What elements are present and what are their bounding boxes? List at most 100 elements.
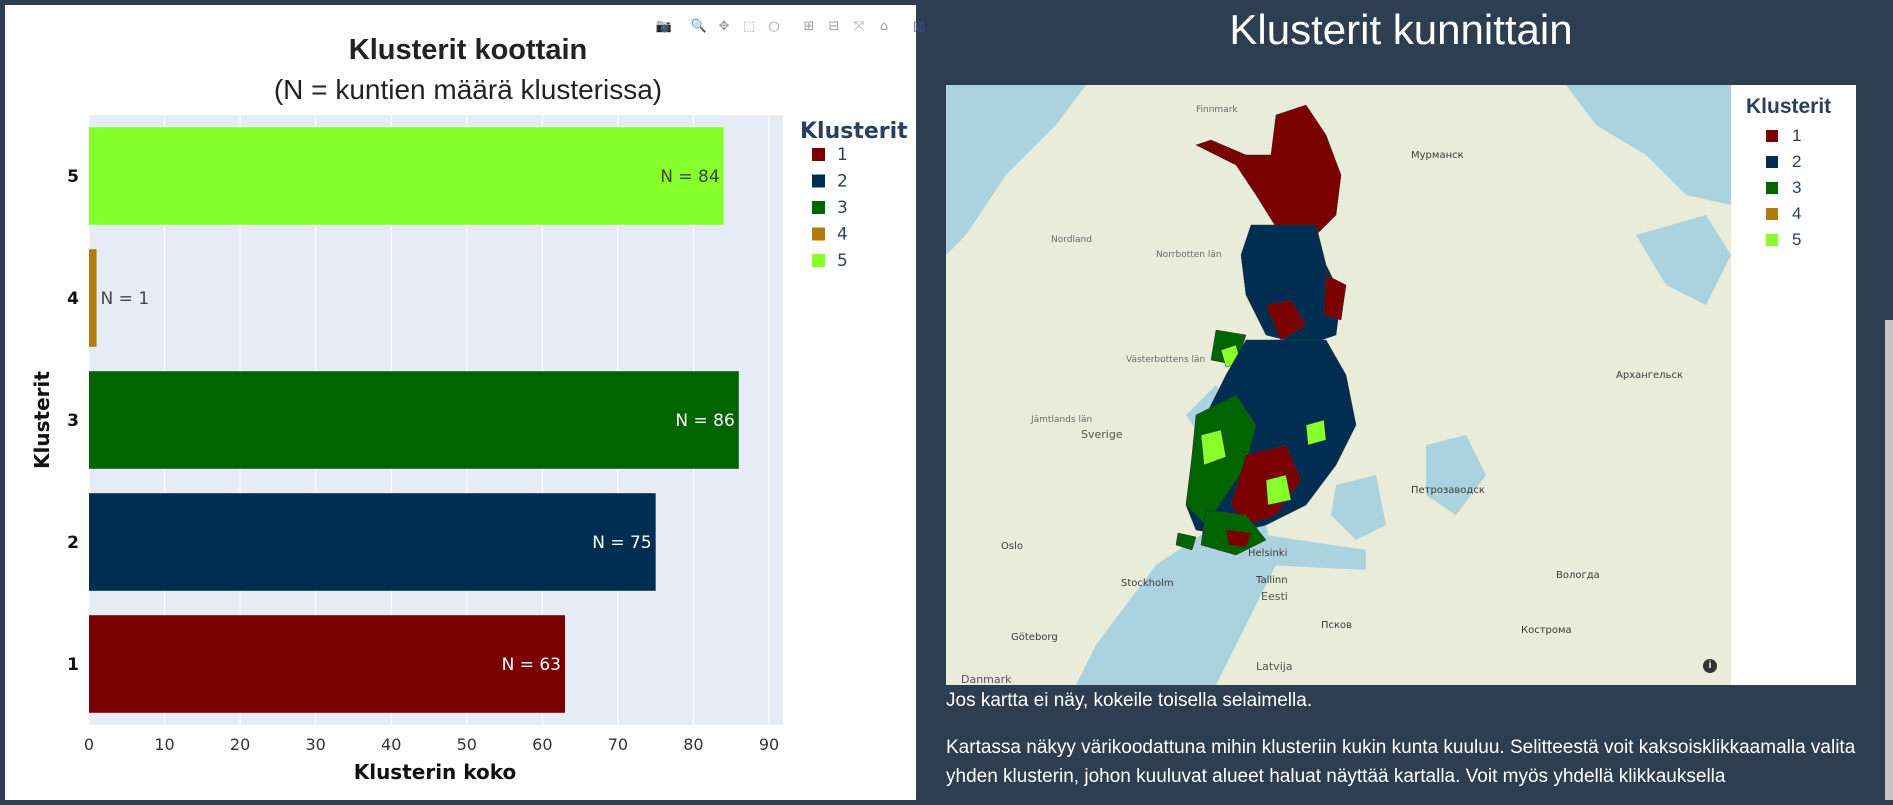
aland-islands <box>1175 532 1197 551</box>
info-icon[interactable]: i <box>1703 659 1717 673</box>
oulu-area <box>1265 299 1307 341</box>
y-tick-1: 1 <box>67 655 79 675</box>
bar-cluster-3[interactable] <box>89 371 739 469</box>
map-title: Klusterit kunnittain <box>1229 6 1573 53</box>
autoscale-icon[interactable]: ⤧ <box>853 18 865 34</box>
map-label-arkhangelsk: Архангельск <box>1616 370 1684 381</box>
chart-subtitle: (N = kuntien määrä klusterissa) <box>274 74 662 105</box>
map-legend-item-2[interactable]: 2 <box>1746 149 1856 175</box>
bar-cluster-5[interactable] <box>89 127 724 225</box>
map-label-sverige: Sverige <box>1081 428 1123 441</box>
zoom-out-icon[interactable]: ⊟ <box>828 18 840 34</box>
map-label-vologda: Вологда <box>1556 570 1600 581</box>
lake-ladoga <box>1331 475 1386 540</box>
map-container: Мурманск Архангельск Петрозаводск Вологд… <box>946 85 1856 685</box>
map-legend-item-3[interactable]: 3 <box>1746 175 1856 201</box>
legend-swatch-5[interactable] <box>812 254 825 267</box>
legend-label-1[interactable]: 1 <box>837 145 848 165</box>
y-tick-3: 3 <box>67 411 79 431</box>
bar-label-cluster-5: N = 84 <box>660 167 719 187</box>
norwegian-sea <box>946 85 1086 255</box>
map-label-jamtlands: Jämtlands län <box>1031 415 1093 425</box>
bar-cluster-4[interactable] <box>89 249 97 347</box>
map-legend-label: 4 <box>1792 204 1802 223</box>
x-tick-40: 40 <box>381 735 401 754</box>
x-tick-70: 70 <box>608 735 628 754</box>
map-label-nordland: Nordland <box>1051 235 1092 245</box>
map-label-stockholm: Stockholm <box>1121 578 1174 589</box>
map-legend-label: 1 <box>1792 126 1802 145</box>
x-tick-90: 90 <box>759 735 779 754</box>
reset-axes-icon[interactable]: ⌂ <box>879 18 889 34</box>
zoom-icon[interactable]: 🔍 <box>690 18 708 34</box>
map-legend-item-1[interactable]: 1 <box>1746 123 1856 149</box>
legend-label-4[interactable]: 4 <box>837 225 848 245</box>
scrollbar-thumb[interactable] <box>1885 320 1893 800</box>
plotly-logo-icon[interactable]: ▥ <box>912 18 926 34</box>
x-tick-20: 20 <box>230 735 250 754</box>
choropleth-map[interactable]: Мурманск Архангельск Петрозаводск Вологд… <box>946 85 1731 685</box>
map-legend-swatch <box>1766 208 1778 220</box>
map-legend-swatch <box>1766 156 1778 168</box>
map-label-kostroma: Кострома <box>1521 625 1572 636</box>
lake-onega <box>1426 435 1486 515</box>
legend-swatch-4[interactable] <box>812 227 825 241</box>
y-tick-4: 4 <box>67 289 79 309</box>
kainuu-east <box>1323 274 1347 321</box>
map-label-goteborg: Göteborg <box>1011 632 1058 643</box>
map-label-latvija: Latvija <box>1256 660 1293 673</box>
map-label-oslo: Oslo <box>1001 541 1023 552</box>
legend-swatch-1[interactable] <box>812 148 825 161</box>
south-central-region <box>1230 444 1302 526</box>
bar-cluster-2[interactable] <box>89 493 656 591</box>
map-legend-label: 3 <box>1792 178 1802 197</box>
x-tick-0: 0 <box>84 735 94 754</box>
legend-label-2[interactable]: 2 <box>837 172 848 192</box>
cluster-size-chart: N = 63 N = 75 N = 86 N = 1 N = 84 0 10 20 30 40 5… <box>0 0 925 800</box>
map-legend-title: Klusterit <box>1746 95 1832 118</box>
box-select-icon[interactable]: ⬚ <box>742 18 756 34</box>
map-label-pskov: Псков <box>1321 620 1353 631</box>
uusimaa-area <box>1225 529 1252 548</box>
legend-label-5[interactable]: 5 <box>837 251 848 271</box>
x-tick-30: 30 <box>305 735 325 754</box>
map-label-murmansk: Мурманск <box>1411 150 1464 161</box>
lapland-region <box>1195 104 1342 236</box>
bar-chart-svg: N = 63 N = 75 N = 86 N = 1 N = 84 0 10 20 30 40 5… <box>30 34 908 784</box>
map-label-danmark: Danmark <box>961 673 1012 685</box>
south-green-1 <box>1265 474 1292 506</box>
bars[interactable] <box>89 127 739 713</box>
scrollbar[interactable] <box>1885 0 1893 800</box>
white-sea <box>1636 215 1731 305</box>
bar-cluster-1[interactable] <box>89 615 565 713</box>
map-label-finnmark: Finnmark <box>1196 105 1238 115</box>
bar-label-cluster-3: N = 86 <box>675 411 734 431</box>
legend-label-3[interactable]: 3 <box>837 198 848 218</box>
zoom-in-icon[interactable]: ⊞ <box>803 18 815 34</box>
map-legend-label: 5 <box>1792 230 1802 249</box>
x-tick-80: 80 <box>683 735 703 754</box>
y-tick-2: 2 <box>67 533 79 553</box>
pan-icon[interactable]: ✥ <box>718 18 730 34</box>
x-tick-10: 10 <box>154 735 174 754</box>
y-axis-ticks: 1 2 3 4 5 <box>67 167 79 675</box>
west-finland-region <box>1185 394 1257 526</box>
x-tick-60: 60 <box>532 735 552 754</box>
lasso-icon[interactable]: ○ <box>768 18 780 34</box>
map-browser-note: Jos kartta ei näy, kokeile toisella sela… <box>946 690 1313 711</box>
map-legend-item-5[interactable]: 5 <box>1746 227 1856 253</box>
x-axis-title: Klusterin koko <box>354 760 517 784</box>
bar-label-cluster-1: N = 63 <box>502 655 561 675</box>
map-legend-swatch <box>1766 182 1778 194</box>
camera-icon[interactable]: 📷 <box>655 18 673 34</box>
map-legend-item-4[interactable]: 4 <box>1746 201 1856 227</box>
legend-swatch-2[interactable] <box>812 174 825 188</box>
map-label-tallinn: Tallinn <box>1256 575 1288 586</box>
bar-label-cluster-2: N = 75 <box>592 533 651 553</box>
map-description: Kartassa näkyy värikoodattuna mihin klus… <box>946 737 1856 787</box>
chart-title: Klusterit koottain <box>349 34 587 66</box>
legend[interactable]: 1 2 3 4 5 <box>812 145 848 271</box>
west-green-1 <box>1200 429 1227 466</box>
map-legend-label: 2 <box>1792 152 1802 171</box>
legend-swatch-3[interactable] <box>812 201 825 214</box>
